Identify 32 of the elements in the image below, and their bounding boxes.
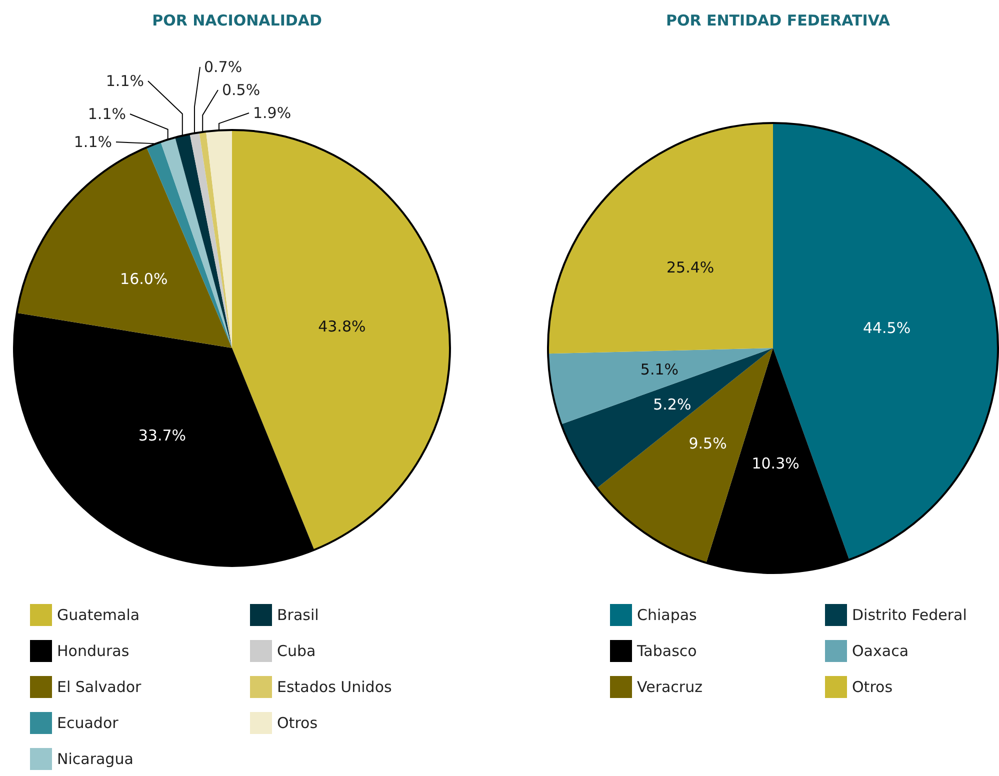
legend-label: Nicaragua [57, 750, 134, 768]
legend-label: El Salvador [57, 678, 142, 696]
legend-label: Ecuador [57, 714, 120, 732]
data-label: 1.1% [74, 133, 112, 151]
legend-label: Distrito Federal [852, 606, 967, 624]
legend-label: Otros [852, 678, 893, 696]
data-label: 25.4% [666, 258, 714, 276]
data-label: 43.8% [318, 317, 366, 336]
legend-label: Cuba [277, 642, 316, 660]
data-label: 1.1% [106, 72, 144, 90]
data-label: 33.7% [138, 426, 186, 445]
legend-label: Honduras [57, 642, 130, 660]
legend-label: Veracruz [637, 678, 703, 696]
legend-label: Chiapas [637, 606, 698, 624]
data-label: 5.2% [653, 395, 692, 414]
data-label: 0.7% [204, 58, 242, 76]
data-label: 1.1% [88, 105, 126, 123]
legend-label: Tabasco [636, 642, 697, 660]
data-label: 5.1% [640, 360, 679, 378]
data-label: 0.5% [222, 81, 260, 99]
data-label: 10.3% [752, 454, 800, 472]
legend-label: Brasil [277, 606, 319, 624]
data-label: 16.0% [120, 270, 168, 288]
data-label: 44.5% [862, 319, 911, 338]
legend-label: Oaxaca [852, 642, 909, 660]
legend-label: Otros [277, 714, 318, 732]
chart-title: POR ENTIDAD FEDERATIVA [666, 12, 890, 30]
legend-label: Guatemala [57, 606, 140, 624]
chart-title: POR NACIONALIDAD [152, 12, 322, 30]
data-label: 1.9% [253, 104, 292, 122]
data-label: 9.5% [688, 434, 727, 452]
legend-label: Estados Unidos [277, 678, 392, 696]
